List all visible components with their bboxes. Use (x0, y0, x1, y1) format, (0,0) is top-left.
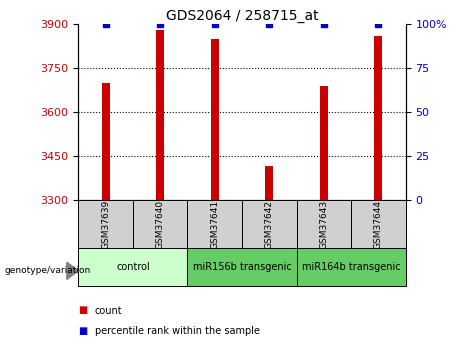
Text: ■: ■ (78, 326, 88, 336)
Text: ■: ■ (78, 306, 88, 315)
Bar (374, 36, 383, 200)
Text: GSM37644: GSM37644 (374, 200, 383, 249)
Bar (78, 248, 188, 286)
Text: miR156b transgenic: miR156b transgenic (193, 263, 291, 272)
Text: miR164b transgenic: miR164b transgenic (302, 263, 401, 272)
Text: count: count (95, 306, 122, 315)
Bar (296, 200, 351, 248)
Bar (242, 200, 296, 248)
Bar (320, 86, 328, 200)
Bar (265, 166, 273, 200)
Text: percentile rank within the sample: percentile rank within the sample (95, 326, 260, 336)
Title: GDS2064 / 258715_at: GDS2064 / 258715_at (165, 9, 319, 23)
Bar (156, 30, 164, 200)
Text: GSM37642: GSM37642 (265, 200, 274, 249)
Text: genotype/variation: genotype/variation (5, 266, 91, 275)
Bar (351, 200, 406, 248)
Text: GSM37639: GSM37639 (101, 200, 110, 249)
Text: GSM37641: GSM37641 (210, 200, 219, 249)
Text: control: control (116, 263, 150, 272)
Bar (296, 248, 406, 286)
Bar (188, 200, 242, 248)
Bar (188, 248, 296, 286)
Text: GSM37640: GSM37640 (156, 200, 165, 249)
Bar (133, 200, 188, 248)
Bar (78, 200, 133, 248)
Text: GSM37643: GSM37643 (319, 200, 328, 249)
Bar (211, 39, 219, 200)
Bar (101, 83, 110, 200)
